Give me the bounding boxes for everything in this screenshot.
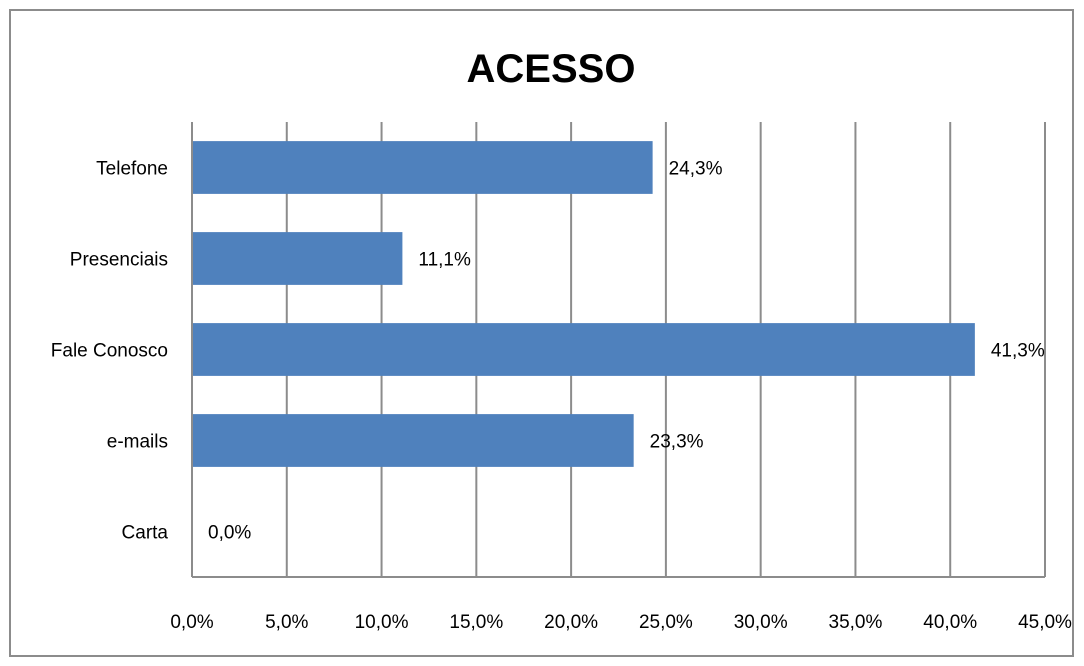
bar xyxy=(192,141,653,194)
axes xyxy=(191,122,1045,578)
category-label: Presenciais xyxy=(70,250,168,271)
x-tick-label: 10,0% xyxy=(355,612,409,633)
bar xyxy=(192,323,975,376)
data-label: 23,3% xyxy=(650,432,704,453)
bar xyxy=(192,414,634,467)
x-tick-label: 0,0% xyxy=(170,612,213,633)
x-tick-label: 20,0% xyxy=(544,612,598,633)
x-tick-label: 25,0% xyxy=(639,612,693,633)
data-labels: 24,3% 11,1% 41,3% 23,3% 0,0% xyxy=(208,159,1045,544)
data-label: 24,3% xyxy=(669,159,723,180)
chart-title: ACESSO xyxy=(467,47,636,91)
x-tick-label: 5,0% xyxy=(265,612,308,633)
category-label: e-mails xyxy=(107,432,168,453)
x-tick-label: 15,0% xyxy=(449,612,503,633)
x-tick-label: 45,0% xyxy=(1018,612,1072,633)
data-label: 41,3% xyxy=(991,341,1045,362)
bars xyxy=(192,141,975,467)
bar xyxy=(192,232,403,285)
x-tick-label: 40,0% xyxy=(923,612,977,633)
x-tick-label: 35,0% xyxy=(829,612,883,633)
category-labels: Telefone Presenciais Fale Conosco e-mails Ca… xyxy=(51,159,169,544)
data-label: 11,1% xyxy=(418,250,471,271)
category-label: Fale Conosco xyxy=(51,341,168,362)
category-label: Carta xyxy=(122,523,169,544)
x-tick-labels: 0,0% 5,0% 10,0% 15,0% 20,0% 25,0% 30,0% 35,0% 40… xyxy=(170,612,1072,633)
x-tick-label: 30,0% xyxy=(734,612,788,633)
category-label: Telefone xyxy=(96,159,168,180)
data-label: 0,0% xyxy=(208,523,251,544)
